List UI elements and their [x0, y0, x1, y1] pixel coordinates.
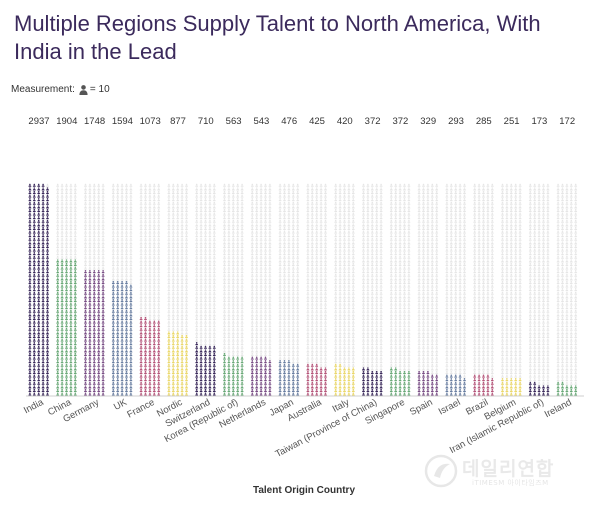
bar-layer — [28, 183, 578, 396]
bar-spain — [417, 370, 439, 396]
watermark-subtext: iTIMESM 아이타임즈M — [472, 478, 549, 488]
bar-japan — [278, 360, 300, 396]
measurement-legend: Measurement: = 10 — [11, 84, 110, 95]
bar-australia — [306, 363, 327, 396]
background-icons — [473, 183, 494, 396]
chart-title: Multiple Regions Supply Talent to North … — [14, 10, 574, 66]
value-label: 285 — [476, 116, 492, 127]
measurement-unit: = 10 — [90, 84, 110, 95]
value-label: 563 — [226, 116, 242, 127]
bar-belgium — [501, 378, 522, 396]
bar-israel — [445, 374, 466, 396]
watermark-logo-icon — [424, 454, 458, 488]
watermark: 데일리연합 iTIMESM 아이타임즈M — [424, 452, 584, 494]
bar-france — [139, 316, 161, 396]
value-label: 877 — [170, 116, 186, 127]
background-icons — [417, 183, 439, 396]
x-axis-label: Talent Origin Country — [253, 485, 355, 496]
bar-italy — [334, 363, 355, 396]
value-label: 476 — [281, 116, 297, 127]
value-label-layer: 2937 1904 1748 1594 1073 877 710 563 543 476 425 42… — [28, 116, 575, 127]
bar-china — [56, 259, 77, 396]
bar-switzerland — [195, 342, 216, 396]
bar-singapore — [389, 367, 411, 396]
bar-brazil — [473, 374, 494, 396]
value-label: 1748 — [84, 116, 105, 127]
value-label: 1904 — [56, 116, 77, 127]
category-label: India — [22, 397, 46, 417]
value-label: 1073 — [140, 116, 161, 127]
value-label: 329 — [420, 116, 436, 127]
background-icons — [445, 183, 466, 396]
background-icons — [501, 183, 522, 396]
bar-india — [28, 183, 49, 396]
value-label: 2937 — [28, 116, 49, 127]
value-label: 173 — [531, 116, 547, 127]
value-label: 372 — [365, 116, 381, 127]
value-label: 710 — [198, 116, 214, 127]
background-icons — [556, 183, 578, 396]
value-label: 251 — [504, 116, 520, 127]
background-icons — [528, 183, 550, 396]
value-label: 1594 — [112, 116, 133, 127]
bar-netherlands — [250, 356, 272, 396]
measurement-label: Measurement: — [11, 84, 75, 95]
person-icon — [79, 84, 88, 95]
bar-uk — [111, 280, 133, 396]
value-label: 425 — [309, 116, 325, 127]
category-label: Israel — [437, 397, 463, 418]
category-label: Spain — [408, 397, 435, 418]
value-label: 372 — [392, 116, 408, 127]
category-label: France — [125, 397, 156, 421]
background-icons — [389, 183, 411, 396]
value-label: 172 — [559, 116, 575, 127]
background-icons — [362, 183, 383, 396]
background-icons — [334, 183, 355, 396]
bar-taiwan-province-of-china — [362, 367, 383, 396]
background-icon-grid — [28, 183, 578, 396]
bar-nordic — [167, 331, 188, 396]
value-label: 420 — [337, 116, 353, 127]
value-label: 293 — [448, 116, 464, 127]
value-label: 543 — [253, 116, 269, 127]
bar-germany — [84, 270, 105, 396]
category-label: Ireland — [543, 397, 574, 420]
bar-korea-republic-of — [223, 352, 244, 396]
watermark-text: 데일리연합 — [462, 454, 554, 481]
